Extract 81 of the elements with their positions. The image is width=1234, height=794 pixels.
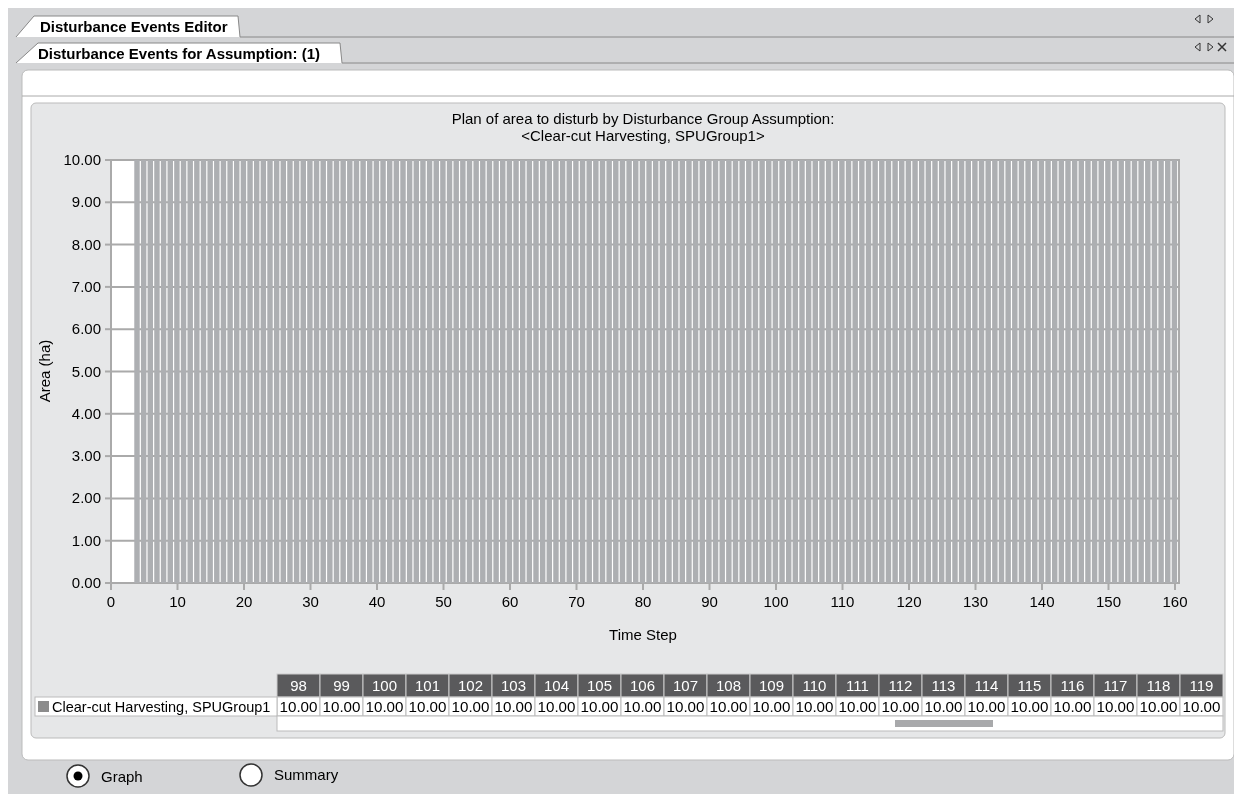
y-tick-label: 2.00 [71, 489, 101, 507]
x-tick-label: 160 [1162, 593, 1188, 610]
y-tick-label: 8.00 [71, 235, 101, 253]
y-tick-label: 9.00 [71, 193, 101, 211]
data-label: 10.00 [752, 699, 791, 715]
x-tick-label: 101 [414, 677, 441, 694]
text: Disturbance Events for Assumption: (1) [38, 45, 320, 62]
data-label: 10.00 [795, 699, 834, 715]
data-label: 10.00 [967, 699, 1006, 715]
y-tick-label: 1.00 [71, 531, 101, 549]
chart-subtitle: <Clear-cut Harvesting, SPUGroup1> [521, 127, 765, 144]
x-axis-title: Time Step [609, 626, 677, 643]
y-tick-label: 7.00 [71, 277, 101, 295]
x-tick-label: 112 [888, 677, 913, 694]
data-label: 10.00 [623, 699, 662, 715]
y-tick-label: 4.00 [71, 404, 101, 422]
x-tick-label: 30 [302, 593, 319, 610]
x-tick-label: 99 [333, 677, 350, 694]
x-tick-label: 119 [1189, 677, 1214, 694]
x-tick-label: 70 [568, 593, 585, 610]
x-tick-label: 40 [368, 593, 386, 610]
x-tick-label: 150 [1095, 593, 1122, 610]
x-tick-label: 100 [371, 677, 398, 694]
x-tick-label: 60 [501, 593, 519, 610]
chart-title: Plan of area to disturb by Disturbance Group Assumption: [451, 110, 835, 127]
x-tick-label: 105 [586, 677, 613, 694]
x-tick-label: 103 [500, 677, 527, 694]
data-label: 10.00 [1139, 699, 1178, 715]
y-axis-title: Area (ha) [36, 339, 53, 403]
x-tick-label: 118 [1146, 677, 1171, 694]
x-tick-label: 110 [830, 593, 855, 610]
y-tick-label: Clear-cut Harvesting, SPUGroup1 [52, 699, 271, 715]
x-tick-label: 120 [896, 593, 922, 610]
x-tick-label: 110 [802, 677, 827, 694]
x-tick-label: 116 [1060, 677, 1085, 694]
x-tick-label: 113 [931, 677, 956, 694]
data-label: 10.00 [279, 699, 318, 715]
data-label: 10.00 [451, 699, 490, 715]
data-label: 10.00 [1053, 699, 1092, 715]
text: Disturbance Events Editor [40, 18, 228, 35]
data-label: 10.00 [408, 699, 447, 715]
x-tick-label: 102 [457, 677, 484, 694]
x-tick-label: 106 [629, 677, 656, 694]
data-label: 10.00 [838, 699, 877, 715]
y-tick-label: 6.00 [71, 320, 101, 338]
x-tick-label: 109 [758, 677, 785, 694]
x-tick-label: 20 [235, 593, 253, 610]
y-tick-label: 10.00 [63, 151, 101, 168]
y-tick-label: 3.00 [71, 447, 101, 465]
data-label: 10.00 [1010, 699, 1049, 715]
x-tick-label: 114 [974, 677, 999, 694]
data-label: 10.00 [666, 699, 705, 715]
x-tick-label: 108 [715, 677, 742, 694]
x-tick-label: 50 [435, 593, 452, 610]
x-tick-label: 140 [1029, 593, 1055, 610]
x-tick-label: 130 [962, 593, 989, 610]
x-tick-label: 115 [1017, 677, 1042, 694]
data-label: 10.00 [494, 699, 533, 715]
x-tick-label: 80 [634, 593, 652, 610]
data-label: 10.00 [537, 699, 576, 715]
x-tick-label: 117 [1103, 677, 1128, 694]
data-label: 10.00 [709, 699, 748, 715]
y-tick-label: 0.00 [71, 574, 101, 591]
text: Graph [101, 768, 143, 785]
data-label: 10.00 [1096, 699, 1135, 715]
y-tick-label: 5.00 [71, 362, 101, 380]
data-label: 10.00 [580, 699, 619, 715]
data-label: 10.00 [924, 699, 963, 715]
data-label: 10.00 [365, 699, 404, 715]
x-tick-label: 104 [543, 677, 570, 694]
x-tick-label: 90 [701, 593, 718, 610]
text: Summary [274, 766, 339, 783]
x-tick-label: 98 [290, 677, 307, 694]
x-tick-label: 0 [106, 593, 116, 610]
data-label: 10.00 [322, 699, 361, 715]
x-tick-label: 10 [169, 593, 186, 610]
x-tick-label: 111 [846, 677, 869, 694]
data-label: 10.00 [881, 699, 920, 715]
x-tick-label: 107 [672, 677, 699, 694]
data-label: 10.00 [1182, 699, 1221, 715]
x-tick-label: 100 [763, 593, 789, 610]
